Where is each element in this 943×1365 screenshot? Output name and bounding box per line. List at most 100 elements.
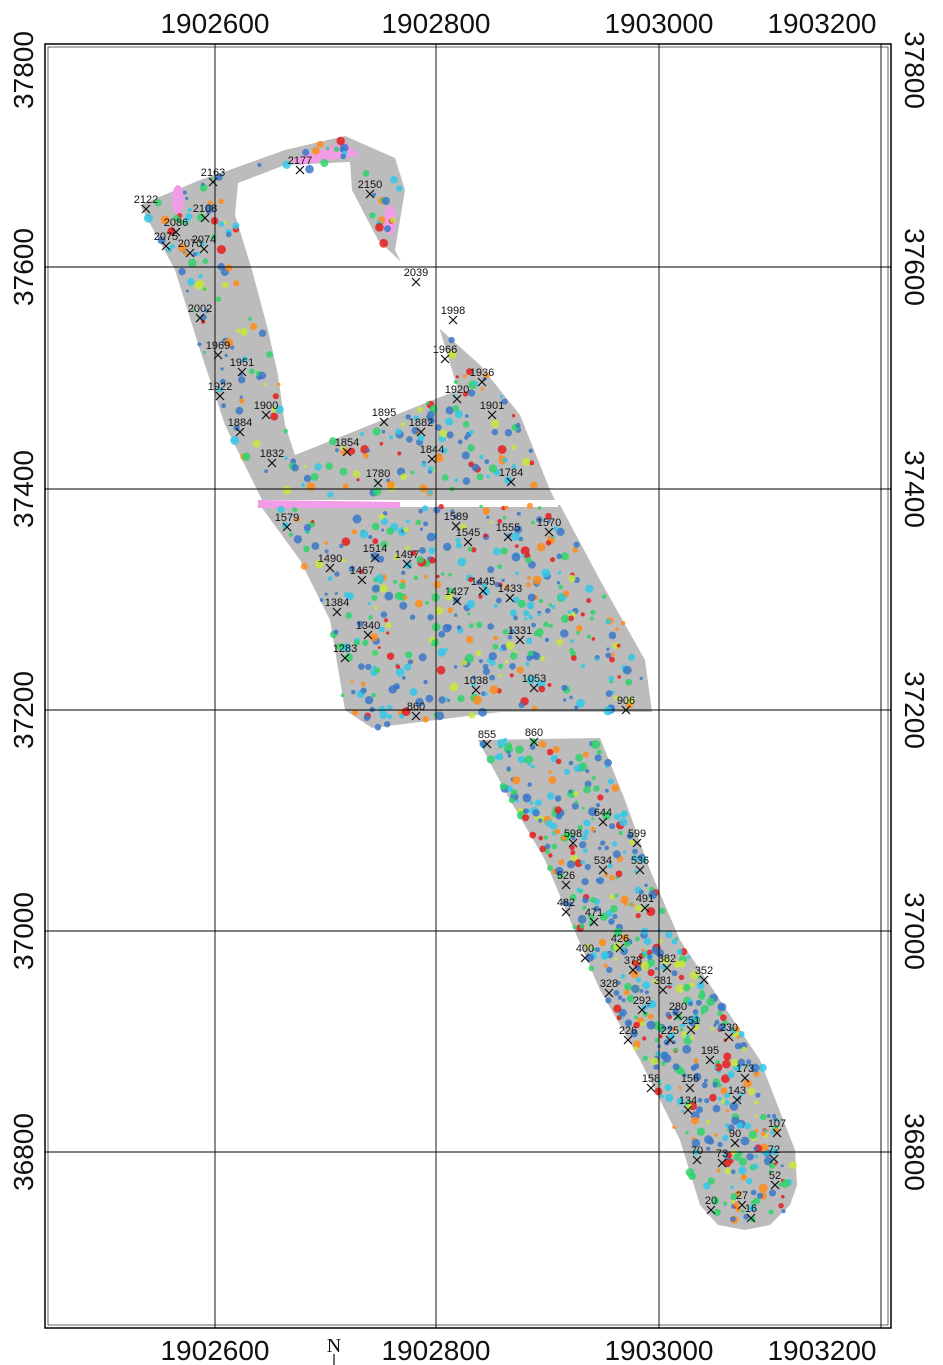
anomaly-dot [483, 533, 488, 538]
anomaly-dot [523, 610, 530, 617]
anomaly-dot [582, 896, 589, 904]
anomaly-dot [529, 800, 534, 805]
anomaly-dot [733, 1153, 741, 1161]
station-x-mark [237, 367, 247, 377]
anomaly-dot [620, 810, 628, 818]
x-tick-bottom: 1903200 [767, 1335, 876, 1365]
anomaly-dot [766, 1114, 771, 1118]
anomaly-dot [639, 676, 643, 681]
north-arrow: N [327, 1335, 341, 1365]
anomaly-dot [547, 865, 553, 871]
station-860: 860 [407, 701, 425, 721]
anomaly-dot [595, 947, 600, 953]
anomaly-dot [499, 395, 503, 399]
anomaly-dot [248, 368, 255, 375]
anomaly-dot [419, 527, 423, 531]
station-x-mark [471, 685, 481, 695]
anomaly-dot [671, 1027, 676, 1032]
station-label: 1497 [395, 549, 419, 561]
anomaly-dot [441, 572, 445, 576]
anomaly-dot [418, 653, 427, 662]
anomaly-dot [225, 264, 233, 272]
anomaly-dot [658, 1034, 663, 1039]
anomaly-dot [187, 207, 192, 212]
anomaly-dot [194, 280, 204, 290]
anomaly-dot [633, 869, 638, 874]
station-2163: 2163 [201, 167, 225, 187]
anomaly-dot [558, 571, 562, 575]
station-x-mark [665, 1035, 675, 1045]
anomaly-dot [487, 566, 495, 574]
station-x-mark [604, 988, 614, 998]
anomaly-dot [503, 737, 508, 742]
anomaly-dot [544, 849, 550, 854]
station-195: 195 [701, 1045, 719, 1065]
anomaly-dot [410, 470, 415, 475]
station-16: 16 [745, 1203, 757, 1223]
anomaly-dot [456, 625, 462, 630]
station-2002: 2002 [188, 303, 212, 323]
anomaly-dot [466, 599, 475, 609]
anomaly-dot [642, 1036, 647, 1041]
anomaly-dot [438, 630, 446, 638]
anomaly-dot [528, 448, 533, 453]
anomaly-dot [395, 664, 401, 669]
anomaly-dot [215, 296, 222, 302]
anomaly-dot [336, 643, 344, 651]
station-158: 158 [642, 1073, 660, 1093]
anomaly-dot [325, 146, 330, 151]
anomaly-dot [768, 1209, 774, 1215]
station-label: 2150 [358, 179, 382, 191]
anomaly-dot [593, 785, 600, 792]
anomaly-dot [679, 1024, 683, 1028]
anomaly-dot [758, 1063, 767, 1072]
station-526: 526 [557, 870, 575, 890]
anomaly-dot [504, 584, 510, 590]
anomaly-dot [630, 1029, 638, 1038]
anomaly-dot [467, 612, 471, 616]
anomaly-dot [445, 406, 454, 415]
y-tick-right: 37400 [899, 450, 930, 528]
anomaly-dot [545, 819, 553, 828]
anomaly-dot [471, 547, 477, 553]
anomaly-dot [737, 1058, 745, 1067]
anomaly-dot [363, 714, 371, 722]
station-label: 1433 [498, 583, 522, 595]
anomaly-dot [581, 806, 585, 810]
anomaly-dot [598, 938, 607, 947]
station-x-mark [673, 1011, 683, 1021]
anomaly-dot [548, 623, 553, 629]
station-143: 143 [728, 1085, 746, 1105]
anomaly-dot [382, 197, 390, 205]
anomaly-dot [611, 841, 618, 847]
anomaly-dot [315, 559, 324, 569]
anomaly-dot [368, 534, 373, 540]
anomaly-dot [436, 574, 440, 579]
anomaly-dot [435, 711, 445, 721]
anomaly-dot [616, 643, 621, 648]
station-230: 230 [720, 1022, 738, 1042]
anomaly-dot [691, 1065, 695, 1069]
anomaly-dot [236, 328, 241, 333]
anomaly-dot [291, 464, 299, 472]
station-label: 860 [525, 727, 543, 739]
anomaly-dot [602, 811, 611, 820]
anomaly-dot [739, 1092, 744, 1097]
anomaly-dot [366, 448, 370, 453]
anomaly-dot [723, 1201, 728, 1206]
station-label: 156 [681, 1073, 699, 1085]
anomaly-dot [644, 990, 650, 995]
anomaly-dot [579, 841, 587, 849]
anomaly-dot [617, 675, 621, 679]
station-x-mark [598, 817, 608, 827]
anomaly-dot [544, 637, 550, 643]
station-x-mark [503, 532, 513, 542]
anomaly-dot [369, 633, 379, 642]
station-x-mark [451, 521, 461, 531]
anomaly-dot [409, 614, 416, 620]
anomaly-dot [624, 982, 632, 991]
anomaly-dot [722, 1059, 731, 1069]
anomaly-dot [644, 883, 648, 887]
anomaly-dot [360, 687, 367, 694]
anomaly-dot [422, 716, 429, 723]
